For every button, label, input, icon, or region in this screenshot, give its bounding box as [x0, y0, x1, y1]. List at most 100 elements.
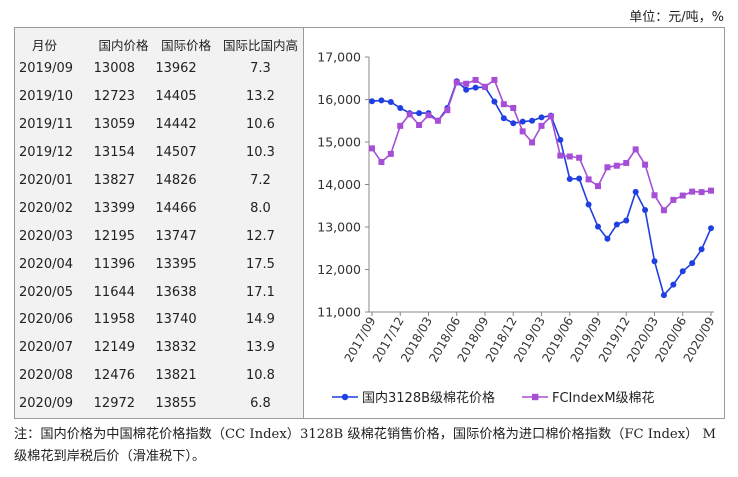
table-row: 2020/02 13399 14466 8.0 [18, 194, 303, 222]
y-tick-label: 11,000 [317, 305, 361, 320]
series-1-point [595, 223, 601, 230]
series-2-point [453, 79, 460, 86]
column-header-difference: 国际比国内高 [222, 37, 298, 53]
cell-domestic-price: 11644 [93, 284, 136, 300]
y-tick-label: 12,000 [317, 262, 361, 277]
y-tick-label: 16,000 [317, 92, 361, 107]
cell-month: 2019/12 [19, 145, 74, 161]
series-1-point [387, 99, 394, 106]
series-1-point [651, 258, 658, 265]
legend-marker-circle [341, 393, 349, 401]
series-line-1 [371, 79, 712, 297]
series-1-point [529, 117, 536, 124]
series-2-point [406, 111, 413, 118]
cell-difference: 12.7 [245, 228, 275, 244]
legend-label: 国内3128B级棉花价格 [362, 390, 495, 406]
series-2-point [444, 107, 451, 114]
table-header-row: 月份 国内价格 国际价格 国际比国内高 [18, 33, 303, 55]
y-tick-label: 13,000 [317, 220, 361, 235]
cell-international-price: 13638 [155, 284, 197, 300]
cell-international-price: 14826 [155, 173, 197, 188]
legend-label: FCIndexM级棉花 [552, 390, 655, 406]
table-row: 2020/08 12476 13821 10.8 [18, 362, 303, 390]
series-1-point [623, 217, 630, 224]
series-2-point [651, 192, 658, 199]
cell-difference: 13.9 [245, 340, 275, 356]
series-1-point [613, 221, 620, 228]
cell-domestic-price: 12972 [93, 396, 136, 412]
cell-difference: 8.0 [250, 200, 271, 216]
cell-difference: 13.2 [245, 89, 275, 105]
series-1-point [519, 118, 526, 125]
cell-difference: 10.3 [245, 145, 275, 161]
series-1-point [585, 201, 592, 208]
data-table-panel: 月份 国内价格 国际价格 国际比国内高 2019/09 13008 13962 7.3… [14, 27, 304, 419]
series-1-point [557, 136, 564, 143]
table-row: 2020/09 12972 13855 6.8 [18, 390, 303, 418]
cell-domestic-price: 13008 [93, 61, 136, 77]
series-2-point [623, 159, 630, 166]
cell-international-price: 13962 [155, 61, 197, 77]
series-1-point [660, 292, 667, 299]
cell-difference: 14.9 [245, 312, 275, 328]
series-1-point [576, 175, 583, 182]
y-tick-label: 17,000 [317, 50, 361, 65]
series-2-point [387, 150, 394, 157]
table-row: 2019/09 13008 13962 7.3 [18, 55, 303, 83]
series-2-point [500, 101, 507, 108]
cell-international-price: 13740 [155, 312, 197, 328]
series-2-point [416, 122, 423, 128]
series-1-point [491, 98, 498, 105]
series-2-point [369, 145, 375, 152]
series-2-point [538, 122, 545, 129]
series-2-point [557, 152, 564, 159]
cell-international-price: 13747 [155, 228, 197, 244]
series-1-point [708, 225, 714, 232]
series-2-point [529, 139, 536, 146]
cell-difference: 6.8 [250, 396, 271, 412]
legend-marker-square [532, 393, 539, 401]
table-row: 2020/07 12149 13832 13.9 [18, 334, 303, 362]
cell-domestic-price: 12723 [93, 89, 136, 105]
footnote: 注：国内价格为中国棉花价格指数（CC Index）3128B 级棉花销售价格，国… [14, 427, 717, 464]
cell-international-price: 14507 [155, 145, 197, 161]
series-2-point [698, 189, 705, 196]
cell-month: 2020/06 [19, 312, 74, 328]
cell-month: 2020/03 [19, 228, 74, 244]
cell-domestic-price: 12476 [93, 368, 136, 384]
cell-month: 2020/05 [19, 284, 74, 300]
series-2-point [632, 146, 639, 153]
cell-domestic-price: 13059 [93, 117, 136, 133]
cell-domestic-price: 12149 [93, 340, 136, 356]
table-row: 2020/04 11396 13395 17.5 [18, 250, 303, 278]
series-2-point [708, 187, 714, 194]
cell-international-price: 13395 [155, 256, 197, 272]
series-1-point [642, 207, 649, 214]
cell-month: 2019/11 [19, 117, 74, 133]
series-2-point [613, 162, 620, 169]
cell-month: 2019/10 [19, 89, 74, 105]
line-chart-svg: 11,000 12,000 13,000 14,000 15,000 16,000 17,0… [317, 50, 717, 407]
series-1-point [416, 110, 423, 117]
series-2-point [397, 122, 404, 129]
cell-difference: 17.5 [245, 256, 275, 272]
cell-domestic-price: 13399 [93, 200, 136, 216]
series-2-point [425, 112, 432, 119]
series-2-point [378, 158, 385, 165]
cell-month: 2020/02 [19, 200, 74, 216]
column-header-international: 国际价格 [161, 37, 212, 53]
table-row: 2020/05 11644 13638 17.1 [18, 278, 303, 306]
figure-frame [14, 27, 725, 419]
series-2-point [679, 192, 686, 199]
series-2-point [434, 117, 441, 124]
series-1-point [369, 98, 375, 105]
cell-month: 2019/09 [19, 61, 74, 77]
cell-international-price: 13855 [155, 396, 197, 412]
series-1-point [397, 105, 404, 111]
cell-international-price: 14466 [155, 200, 197, 216]
series-2-point [463, 80, 470, 87]
cell-domestic-price: 12195 [93, 228, 136, 244]
cell-month: 2020/08 [19, 368, 74, 384]
cell-international-price: 14442 [155, 117, 197, 133]
series-1-point [632, 188, 639, 195]
